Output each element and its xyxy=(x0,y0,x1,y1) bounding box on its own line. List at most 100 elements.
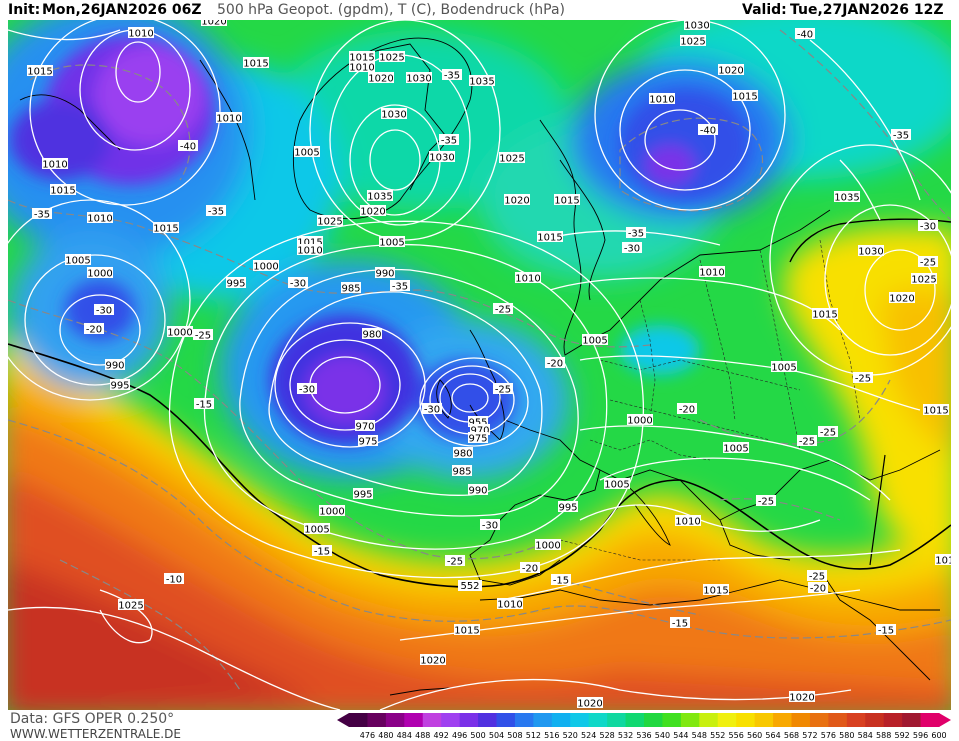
isotherm-label: -25 xyxy=(495,305,511,316)
isobar-label-bg xyxy=(468,416,488,427)
isobar-label: 1020 xyxy=(577,699,602,710)
legend-swatch xyxy=(736,713,756,727)
isotherm-label: -25 xyxy=(195,331,211,342)
isobar-label-bg xyxy=(469,75,495,86)
isobar-label: 1015 xyxy=(732,92,757,103)
isotherm-label-bg xyxy=(493,303,513,314)
isobar-label-bg xyxy=(732,90,758,101)
isotherm-label-bg xyxy=(698,124,718,135)
legend-tick-label: 584 xyxy=(858,731,873,740)
isobar-label-bg xyxy=(649,93,675,104)
isotherm-label: -25 xyxy=(495,385,511,396)
legend-swatch xyxy=(680,713,700,727)
isobar-label: 995 xyxy=(110,381,129,392)
isobar-label: 1000 xyxy=(627,416,652,427)
isobar-label-bg xyxy=(368,72,394,83)
isotherm-label: -20 xyxy=(86,325,102,336)
legend-tick-label: 564 xyxy=(765,731,780,740)
contour-552-east xyxy=(789,218,951,263)
isotherm-label: -20 xyxy=(547,359,563,370)
isobar-label-bg xyxy=(911,273,937,284)
isotherm-label-bg xyxy=(206,205,226,216)
isobar-label: 1015 xyxy=(454,626,479,637)
color-legend: 476 480 484 488 492 496 500 504 508 512 516 520 524 5… xyxy=(337,713,951,740)
isobar-label: 1010 xyxy=(42,160,67,171)
isobar-label-bg xyxy=(105,359,125,370)
isotherm-label: -35 xyxy=(628,229,644,240)
legend-tick-label: 512 xyxy=(526,731,541,740)
isotherm-label-bg xyxy=(164,573,184,584)
isotherm-label-bg xyxy=(756,495,776,506)
isotherm-label: -15 xyxy=(553,576,569,587)
isotherm-label: -35 xyxy=(392,282,408,293)
isobar-label-bg xyxy=(319,505,345,516)
isobar-label: 970 xyxy=(470,426,489,437)
isotherm-label-bg xyxy=(808,582,828,593)
legend-swatch xyxy=(349,713,368,727)
isobar-label-bg xyxy=(128,27,154,38)
isobar-label: 1020 xyxy=(718,66,743,77)
isobar-label-bg xyxy=(812,308,838,319)
isotherm-label: -20 xyxy=(810,584,826,595)
isobar-label-bg xyxy=(604,478,630,489)
isotherm-label-bg xyxy=(918,220,938,231)
isobar-label: 1035 xyxy=(367,192,392,203)
isobar-label: 1010 xyxy=(87,214,112,225)
isobar-label-bg xyxy=(680,35,706,46)
legend-swatch xyxy=(644,713,663,727)
isotherm-label: -30 xyxy=(299,385,315,396)
isotherm-label: -30 xyxy=(96,306,112,317)
isobar-label: 975 xyxy=(358,437,377,448)
isobar-label: 1030 xyxy=(406,74,431,85)
isobar-label-bg xyxy=(537,231,563,242)
isotherm-label: -15 xyxy=(878,626,894,637)
isobar-label: 970 xyxy=(355,422,374,433)
isotherm-label: -30 xyxy=(290,279,306,290)
isobar-label-bg xyxy=(341,282,361,293)
isobar-labels: 1020101010151015101010101015101010151005… xyxy=(27,20,951,710)
legend-swatch xyxy=(459,713,479,727)
legend-arrow-left xyxy=(337,713,349,727)
isobar-label-bg xyxy=(554,194,580,205)
legend-swatch xyxy=(920,713,940,727)
isotherm-label-bg xyxy=(545,357,565,368)
isotherm-label-bg xyxy=(84,323,104,334)
isobar-label-bg xyxy=(703,584,729,595)
isobar-label-bg xyxy=(515,272,541,283)
isobar-label-bg xyxy=(243,57,269,68)
legend-tick-label: 548 xyxy=(692,731,707,740)
isobar-label: 1020 xyxy=(360,207,385,218)
weather-map-svg: 1020101010151015101010101015101010151005… xyxy=(8,20,951,710)
legend-swatch xyxy=(902,713,922,727)
isobar-label-bg xyxy=(684,20,710,30)
legend-tick-label: 568 xyxy=(784,731,799,740)
isotherm-label: -15 xyxy=(314,547,330,558)
legend-tick-label: 556 xyxy=(729,731,744,740)
isobar-label-bg xyxy=(362,328,382,339)
isobar-label-bg xyxy=(358,435,378,446)
isotherm-label: -35 xyxy=(441,136,457,147)
isotherm-label: -25 xyxy=(809,572,825,583)
isotherm-label-bg xyxy=(622,242,642,253)
legend-swatch xyxy=(828,713,848,727)
isotherm-label: -30 xyxy=(920,222,936,233)
isobar-label: 1015 xyxy=(297,238,322,249)
isobar-label: 1005 xyxy=(294,148,319,159)
isobar-label: 1025 xyxy=(379,53,404,64)
isobar-label-bg xyxy=(577,697,603,708)
isobar-label: 1020 xyxy=(368,74,393,85)
isobar-label: 1025 xyxy=(317,217,342,228)
legend-tick-label: 476 xyxy=(360,731,375,740)
legend-tick-label: 492 xyxy=(434,731,449,740)
isotherm-label: -20 xyxy=(679,405,695,416)
isotherm-label: -30 xyxy=(482,521,498,532)
isobar-label-bg xyxy=(504,194,530,205)
contour-552-label: 552 xyxy=(460,581,479,592)
legend-swatch xyxy=(588,713,608,727)
legend-swatch xyxy=(754,713,774,727)
legend-tick-label: 516 xyxy=(544,731,559,740)
isobar-label-bg xyxy=(110,379,130,390)
isobar-label-bg xyxy=(889,292,915,303)
legend-swatch xyxy=(570,713,590,727)
legend-tick-label: 600 xyxy=(931,731,946,740)
